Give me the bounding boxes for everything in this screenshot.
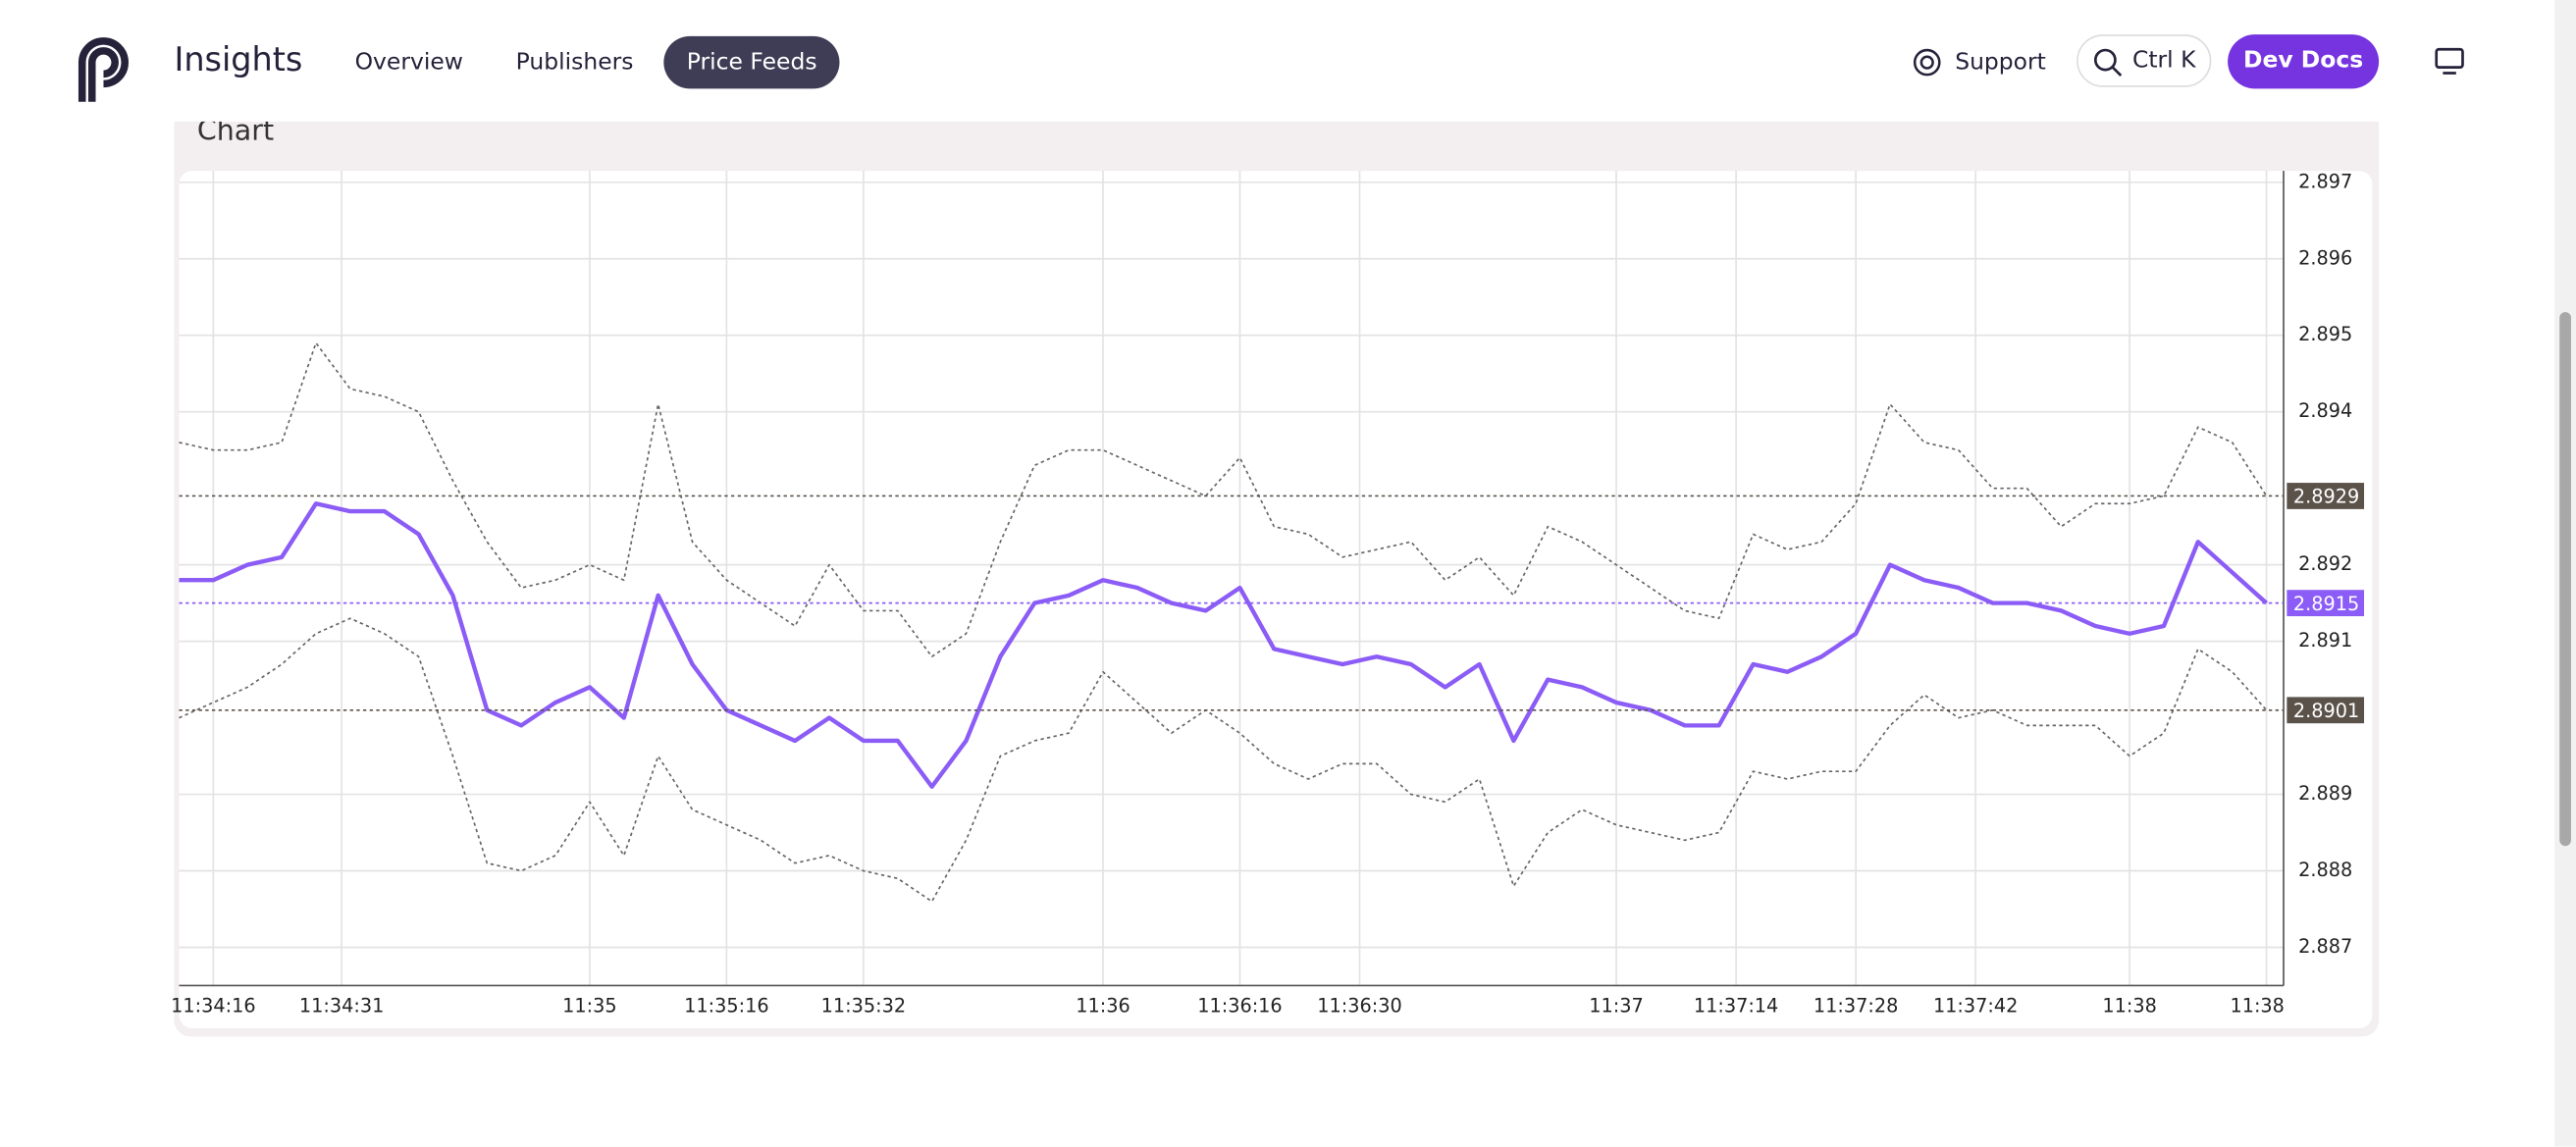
x-tick-label: 11:36:30	[1317, 995, 1401, 1017]
y-tick-label: 2.895	[2298, 323, 2352, 345]
search-shortcut: Ctrl K	[2131, 47, 2196, 75]
scrollbar[interactable]	[2554, 0, 2576, 1147]
y-tick-label: 2.897	[2298, 170, 2352, 192]
nav-link[interactable]: Publishers	[515, 49, 634, 77]
scrollbar-thumb[interactable]	[2559, 312, 2571, 847]
last-value-box	[2287, 590, 2365, 617]
brand[interactable]: Insights	[174, 39, 303, 79]
last-value-label: 2.8915	[2293, 593, 2359, 615]
y-tick-label: 2.889	[2298, 782, 2352, 805]
x-tick-label: 11:35:16	[684, 995, 768, 1017]
last-value-box	[2287, 483, 2365, 509]
x-tick-label: 11:37:28	[1814, 995, 1898, 1017]
x-tick-label: 11:37:14	[1694, 995, 1778, 1017]
y-tick-label: 2.888	[2298, 859, 2352, 881]
band-line	[179, 341, 2268, 658]
x-tick-label: 11:34:16	[171, 995, 255, 1017]
nav-link[interactable]: Overview	[354, 49, 463, 77]
last-value-label: 2.8901	[2293, 700, 2359, 722]
y-tick-label: 2.896	[2298, 246, 2352, 269]
band-line	[179, 617, 2268, 903]
dev-docs-button[interactable]: Dev Docs	[2228, 34, 2380, 89]
x-tick-label: 11:38	[2102, 995, 2156, 1017]
last-value-label: 2.8929	[2293, 486, 2359, 508]
x-tick-label: 11:34:31	[299, 995, 384, 1017]
y-tick-label: 2.894	[2298, 399, 2352, 422]
y-tick-label: 2.891	[2298, 629, 2352, 652]
theme-icon[interactable]	[2435, 47, 2464, 76]
y-tick-label: 2.892	[2298, 552, 2352, 575]
logo[interactable]	[73, 32, 135, 105]
plot-background	[179, 171, 2373, 1028]
nav-link-active[interactable]: Price Feeds	[663, 35, 840, 89]
x-tick-label: 11:38:1	[2230, 995, 2302, 1017]
search-icon	[2093, 48, 2123, 77]
x-tick-label: 11:37	[1589, 995, 1643, 1017]
search-button[interactable]: Ctrl K	[2077, 34, 2212, 87]
x-tick-label: 11:35:32	[821, 995, 906, 1017]
x-tick-label: 11:36:16	[1197, 995, 1282, 1017]
x-tick-label: 11:36	[1076, 995, 1130, 1017]
price-line	[179, 501, 2269, 789]
x-tick-label: 11:37:42	[1933, 995, 2018, 1017]
support-link[interactable]: Support	[1955, 49, 2046, 77]
y-tick-label: 2.887	[2298, 935, 2352, 958]
support-icon[interactable]	[1913, 48, 1942, 78]
x-tick-label: 11:35	[562, 995, 616, 1017]
top-nav: Insights Overview Publishers Price Feeds…	[0, 0, 2555, 122]
last-value-box	[2287, 697, 2365, 724]
